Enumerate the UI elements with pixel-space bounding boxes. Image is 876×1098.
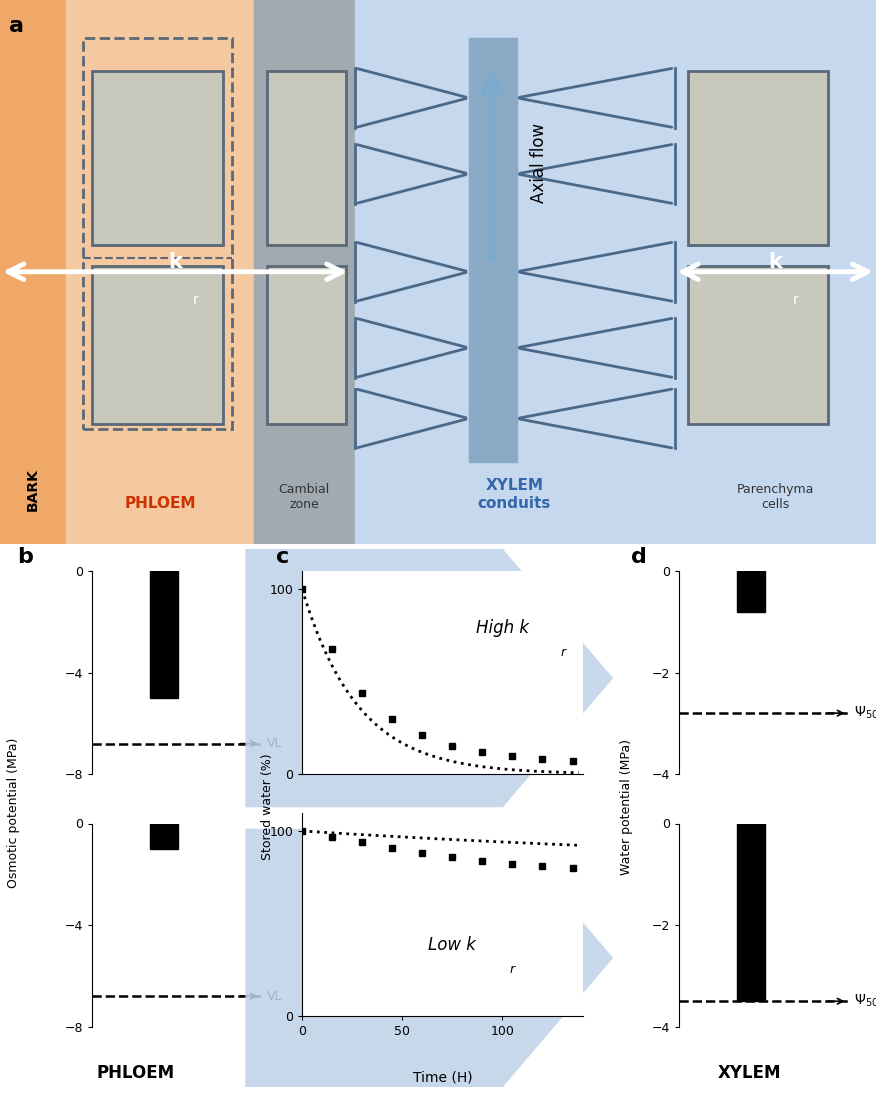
Bar (150, 571, 178, 698)
Text: d: d (631, 547, 646, 567)
Bar (83, 38, 232, 429)
Bar (267, 70, 346, 245)
Text: r: r (193, 293, 199, 307)
Bar (688, 70, 828, 245)
Text: Stored water (%): Stored water (%) (261, 753, 273, 861)
Bar (150, 824, 178, 849)
Polygon shape (245, 549, 613, 807)
Polygon shape (245, 829, 613, 1087)
Bar (92, 70, 223, 245)
Text: k: k (168, 251, 182, 271)
Text: XYLEM
conduits: XYLEM conduits (477, 479, 551, 511)
Text: r: r (560, 646, 565, 659)
Text: k: k (768, 251, 782, 271)
Text: Low k: Low k (428, 935, 477, 953)
Bar (688, 267, 828, 424)
Bar (267, 267, 346, 424)
Text: Cambial
zone: Cambial zone (279, 483, 329, 511)
Text: r: r (510, 963, 515, 976)
Text: High k: High k (476, 619, 529, 637)
Text: PHLOEM: PHLOEM (96, 1064, 175, 1082)
Text: Parenchyma
cells: Parenchyma cells (737, 483, 814, 511)
Text: BARK: BARK (25, 468, 39, 511)
Text: Water potential (MPa): Water potential (MPa) (620, 739, 632, 875)
Bar (737, 571, 765, 612)
Text: Time (H): Time (H) (413, 1071, 472, 1085)
Text: b: b (18, 547, 33, 567)
Text: XYLEM: XYLEM (717, 1064, 781, 1082)
Text: a: a (9, 16, 24, 36)
Bar (254, 0, 355, 544)
Bar (0, 0, 66, 544)
Text: Axial flow: Axial flow (530, 123, 548, 203)
Text: Osmotic potential (MPa): Osmotic potential (MPa) (7, 738, 19, 887)
Text: c: c (276, 547, 289, 567)
Bar (355, 0, 675, 544)
Text: VL: VL (266, 989, 282, 1002)
Bar (675, 0, 876, 544)
Text: $\Psi_{50}$: $\Psi_{50}$ (853, 993, 876, 1009)
Text: PHLOEM: PHLOEM (124, 496, 196, 511)
Bar (66, 0, 254, 544)
Bar (92, 267, 223, 424)
Text: VL: VL (266, 737, 282, 750)
Bar (469, 38, 517, 462)
Text: r: r (793, 293, 799, 307)
Bar (737, 824, 765, 1001)
Text: $\Psi_{50}$: $\Psi_{50}$ (853, 705, 876, 721)
